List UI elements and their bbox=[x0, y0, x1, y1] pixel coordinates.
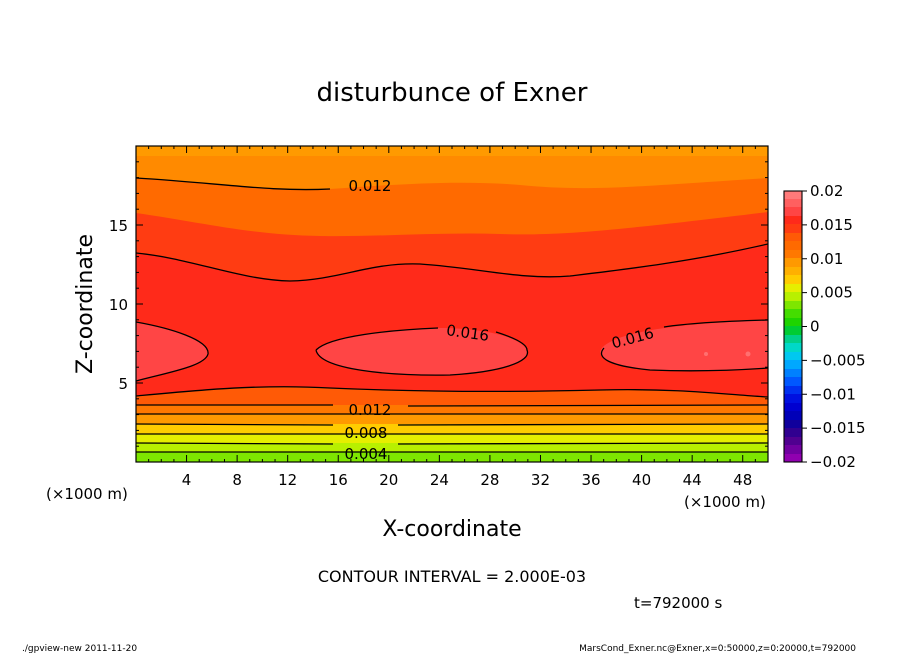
cb-seg bbox=[784, 369, 802, 377]
cb-seg bbox=[784, 224, 802, 233]
y-tick-label: 5 bbox=[118, 375, 128, 393]
x-tick-label: 32 bbox=[531, 471, 550, 489]
cb-seg bbox=[784, 207, 802, 216]
cb-seg bbox=[784, 428, 802, 437]
contour-label: 0.016 bbox=[445, 321, 490, 345]
contour-label: 0.012 bbox=[349, 177, 392, 195]
y-tick-label: 10 bbox=[109, 296, 128, 314]
cb-seg bbox=[784, 199, 802, 207]
contour-label: 0.004 bbox=[345, 445, 388, 463]
contour-line-0.016-left bbox=[136, 321, 209, 382]
contour-line-0.004-lower bbox=[136, 442, 768, 445]
cb-seg bbox=[784, 343, 802, 352]
cb-seg bbox=[784, 275, 802, 284]
contour-line-0.016-right bbox=[600, 319, 768, 372]
cb-seg bbox=[784, 241, 802, 250]
cb-seg bbox=[784, 309, 802, 318]
cb-seg bbox=[784, 386, 802, 394]
x-tick-label: 16 bbox=[329, 471, 348, 489]
contour-line-0.008-lower bbox=[136, 423, 768, 426]
cb-seg bbox=[784, 258, 802, 267]
cb-seg bbox=[784, 292, 802, 301]
cb-seg bbox=[784, 394, 802, 403]
cb-seg bbox=[784, 445, 802, 454]
x-axis-title: X-coordinate bbox=[382, 517, 521, 542]
cb-seg bbox=[784, 403, 802, 411]
cb-seg bbox=[784, 191, 802, 199]
footer-left: ./gpview-new 2011-11-20 bbox=[22, 644, 137, 654]
colorbar-tick-label: −0.015 bbox=[810, 419, 866, 437]
contour-label: 0.008 bbox=[345, 424, 388, 442]
cb-seg bbox=[784, 250, 802, 258]
y-tick-label: 15 bbox=[109, 217, 128, 235]
cb-seg bbox=[784, 454, 802, 462]
x-axis: 4 8 12 16 20 24 28 32 36 40 44 48 bbox=[135, 146, 769, 489]
local-maxima-dots bbox=[704, 351, 751, 357]
colorbar-tick-label: −0.005 bbox=[810, 351, 866, 369]
cb-seg bbox=[784, 352, 802, 360]
cb-seg bbox=[784, 437, 802, 445]
x-tick-label: 20 bbox=[379, 471, 398, 489]
y-axis-title: Z-coordinate bbox=[73, 234, 98, 374]
contour-interval: CONTOUR INTERVAL = 2.000E-03 bbox=[318, 567, 586, 586]
chart-title: disturbunce of Exner bbox=[317, 78, 588, 108]
cb-seg bbox=[784, 267, 802, 275]
cb-seg bbox=[784, 377, 802, 386]
colorbar-tick-label: 0.01 bbox=[810, 250, 843, 268]
max-region-right bbox=[600, 320, 768, 371]
x-tick-label: 12 bbox=[278, 471, 297, 489]
cb-seg bbox=[784, 420, 802, 428]
cb-seg bbox=[784, 411, 802, 420]
cb-seg bbox=[784, 216, 802, 224]
time-stamp: t=792000 s bbox=[634, 594, 722, 612]
contour-lines bbox=[136, 178, 768, 453]
cb-seg bbox=[784, 335, 802, 343]
cb-seg bbox=[784, 233, 802, 241]
colorbar-tick-label: 0.015 bbox=[810, 216, 853, 234]
band-lower-0.002 bbox=[136, 452, 768, 462]
cb-seg bbox=[784, 360, 802, 369]
x-tick-label: 40 bbox=[632, 471, 651, 489]
cb-seg bbox=[784, 301, 802, 309]
colorbar-tick-label: −0.02 bbox=[810, 453, 856, 471]
colorbar-ticks: 0.02 0.015 0.01 0.005 0 −0.005 −0.01 −0.015 −0.0… bbox=[802, 182, 866, 471]
colorbar-tick-label: 0.02 bbox=[810, 182, 843, 200]
x-tick-label: 28 bbox=[480, 471, 499, 489]
band-top bbox=[136, 146, 768, 156]
cb-seg bbox=[784, 318, 802, 326]
max-region-center bbox=[316, 328, 528, 376]
contour-line-0.016-center bbox=[315, 327, 529, 376]
contour-line-0.012-lower bbox=[136, 404, 768, 407]
colorbar-tick-label: 0.005 bbox=[810, 284, 853, 302]
colorbar: 0.02 0.015 0.01 0.005 0 −0.005 −0.01 −0.015 −0.0… bbox=[783, 182, 866, 471]
contour-labels: 0.012 0.016 0.016 0.012 0.008 0.004 bbox=[345, 177, 656, 463]
contour-line-0.014-lower bbox=[136, 386, 768, 398]
contour-line-0.014-upper bbox=[136, 243, 768, 282]
x-tick-label: 24 bbox=[430, 471, 449, 489]
cb-seg bbox=[784, 284, 802, 292]
x-unit-left: (×1000 m) bbox=[46, 485, 128, 503]
x-unit-right: (×1000 m) bbox=[684, 493, 766, 511]
x-tick-label: 36 bbox=[581, 471, 600, 489]
x-tick-label: 48 bbox=[733, 471, 752, 489]
cb-seg bbox=[784, 326, 802, 335]
contour-label: 0.012 bbox=[349, 401, 392, 419]
footer-right: MarsCond_Exner.nc@Exner,x=0:50000,z=0:20… bbox=[579, 644, 856, 654]
x-tick-label: 8 bbox=[232, 471, 242, 489]
colorbar-tick-label: 0 bbox=[810, 318, 820, 336]
y-axis: 5 10 15 bbox=[109, 145, 768, 463]
x-tick-label: 44 bbox=[683, 471, 702, 489]
x-tick-label: 4 bbox=[182, 471, 192, 489]
colorbar-tick-label: −0.01 bbox=[810, 385, 856, 403]
